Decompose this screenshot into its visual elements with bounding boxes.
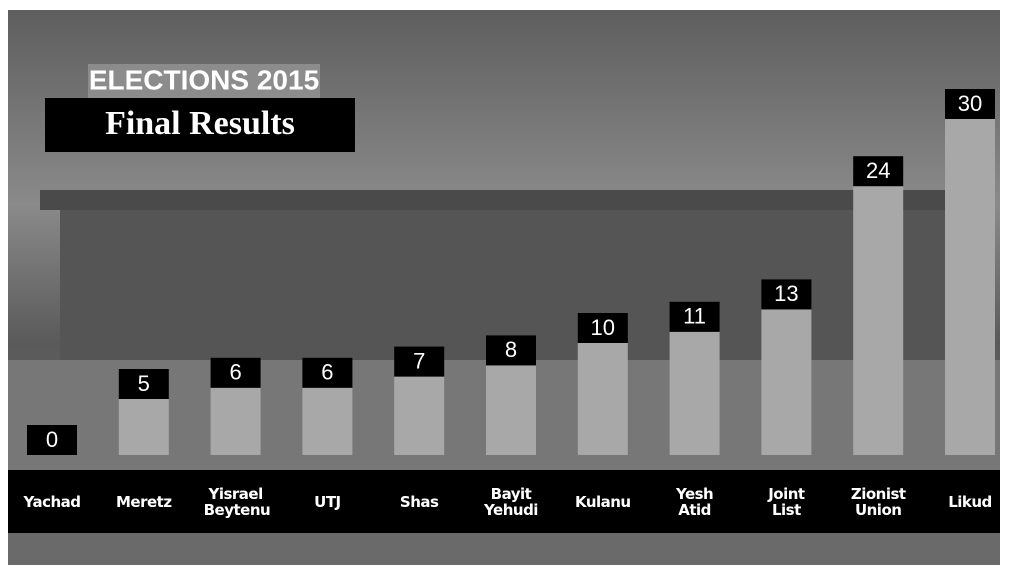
value-label: 10: [591, 315, 615, 340]
category-label: Yisrael Beytenu: [193, 470, 279, 533]
building-roof: [40, 190, 970, 210]
bar: [302, 388, 352, 455]
bar: [394, 377, 444, 455]
bar: [578, 343, 628, 455]
bar: [945, 119, 995, 455]
value-label: 5: [138, 371, 150, 396]
category-label: Meretz: [101, 470, 187, 533]
infographic: ELECTIONS 2015 Final Results 0 5 6 6 7 8 10 11 1…: [0, 0, 1009, 572]
value-label: 7: [413, 348, 425, 373]
category-label: Yesh Atid: [652, 470, 738, 533]
bar: [486, 365, 536, 455]
value-label: 6: [321, 360, 333, 385]
bar: [853, 186, 903, 455]
category-label: UTJ: [284, 470, 370, 533]
chart-title: ELECTIONS 2015: [89, 64, 319, 95]
value-label: 8: [505, 337, 517, 362]
bar: [119, 399, 169, 455]
category-label: Likud: [927, 470, 1009, 533]
bar: [761, 309, 811, 455]
category-label: Shas: [376, 470, 462, 533]
value-label: 11: [683, 304, 706, 329]
category-label: Joint List: [743, 470, 829, 533]
value-label: 0: [46, 427, 58, 452]
ground: [8, 533, 1000, 565]
value-label: 13: [774, 281, 798, 306]
chart-subtitle: Final Results: [105, 105, 295, 142]
bar: [211, 388, 261, 455]
category-label: Kulanu: [560, 470, 646, 533]
value-label: 30: [958, 91, 982, 116]
value-label: 24: [866, 158, 890, 183]
category-label: Bayit Yehudi: [468, 470, 554, 533]
category-label: Yachad: [9, 470, 95, 533]
category-label: Zionist Union: [835, 470, 921, 533]
value-label: 6: [229, 360, 241, 385]
bar: [670, 332, 720, 455]
